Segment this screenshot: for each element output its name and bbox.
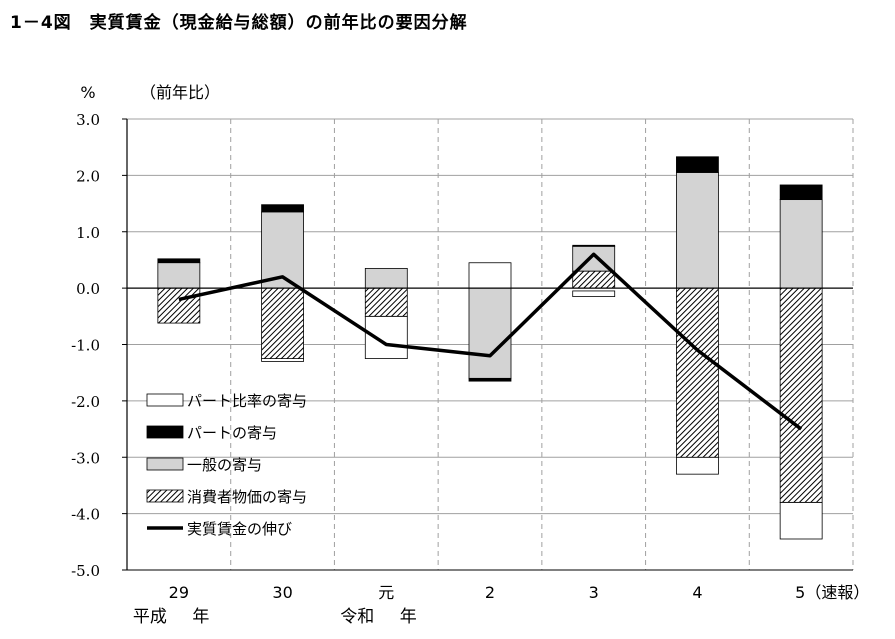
legend-swatch (146, 393, 184, 407)
figure-number: 1－4図 (10, 13, 72, 33)
bar-segment (468, 262, 512, 289)
bar-segment (157, 262, 201, 289)
legend-label: 消費者物価の寄与 (187, 488, 307, 506)
bar-segment (676, 287, 719, 458)
x-tick-label: 29 (169, 583, 189, 602)
legend-label: 実質賃金の伸び (187, 520, 292, 538)
bar-segment (364, 267, 408, 289)
bar-segment (779, 287, 823, 503)
chart-title: 1－4図 実質賃金（現金給与総額）の前年比の要因分解 (10, 8, 468, 33)
y-tick-label: -1.0 (71, 337, 100, 355)
legend-label: 一般の寄与 (187, 456, 262, 474)
x-tick-label: 元 (378, 583, 394, 602)
legend-label: パート比率の寄与 (187, 392, 307, 410)
y-tick-label: 1.0 (76, 224, 100, 242)
y-tick-label: 3.0 (76, 111, 100, 129)
y-tick-label: -4.0 (71, 506, 100, 524)
y-unit-label: % (80, 83, 95, 102)
bar-segment (261, 287, 304, 359)
bar-segment (261, 204, 304, 213)
series-line-real-wage (178, 252, 803, 431)
x-tick-label: 3 (589, 583, 599, 602)
y-caption: （前年比） (140, 83, 220, 102)
y-tick-label: -2.0 (71, 393, 100, 411)
bar-segment (572, 290, 616, 297)
x-era-label: 平成 (133, 607, 167, 627)
legend-label: パートの寄与 (187, 424, 277, 442)
bar-segment (157, 258, 201, 264)
legend-swatch (146, 489, 184, 503)
y-tick-label: 0.0 (76, 280, 100, 298)
bar-segment (364, 287, 408, 317)
bar-segment (364, 315, 408, 359)
y-tick-label: 2.0 (76, 167, 100, 185)
bar-segment (157, 287, 201, 324)
figure-title: 実質賃金（現金給与総額）の前年比の要因分解 (89, 13, 468, 33)
legend-swatch (146, 457, 184, 471)
x-era-label: 年 (400, 607, 417, 627)
x-tick-label: 5（速報） (795, 583, 869, 602)
bar-segment (779, 184, 823, 201)
bar-segment (676, 172, 719, 289)
x-tick-label: 2 (485, 583, 495, 602)
bar-segment (468, 377, 512, 382)
y-tick-label: -3.0 (71, 449, 100, 467)
bar-segment (676, 156, 719, 173)
bar-segment (779, 501, 823, 540)
bar-segment (572, 270, 616, 289)
x-era-label: 年 (192, 607, 209, 627)
legend-swatch (146, 425, 184, 439)
x-era-label: 令和 (340, 607, 374, 627)
bar-segment (779, 199, 823, 289)
bar-segment (676, 456, 719, 475)
bar-segment (261, 358, 304, 362)
x-tick-label: 30 (272, 583, 292, 602)
bar-segment (468, 287, 512, 379)
x-tick-label: 4 (692, 583, 702, 602)
y-tick-label: -5.0 (71, 562, 100, 580)
